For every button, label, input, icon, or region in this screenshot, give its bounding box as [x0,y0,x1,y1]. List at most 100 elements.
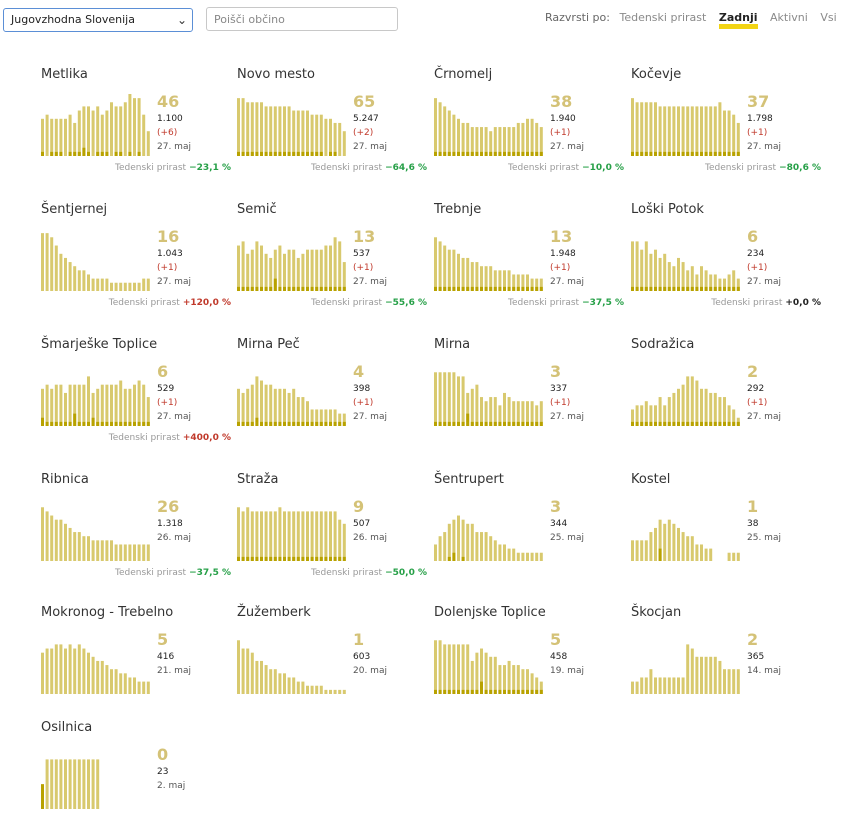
bar [324,511,328,561]
bar [718,278,722,291]
municipality-card[interactable]: Kočevje 37 1.798 (+1) 27. maj Tedenski priras… [631,67,821,192]
bar [539,552,543,561]
sort-option-active[interactable]: Aktivni [770,11,808,24]
bar [329,689,332,694]
last-update-date: 26. maj [157,533,191,543]
bar-new-cases [292,421,296,426]
bar [255,376,259,426]
bar [461,376,465,426]
sort-option-all[interactable]: Vsi [820,11,837,24]
municipality-card[interactable]: Šentrupert 3 344 25. maj [434,472,624,597]
bar [686,106,690,156]
weekly-growth-value: −64,6 % [385,163,427,173]
bar [649,405,653,426]
bar-new-cases [452,151,456,156]
municipality-card[interactable]: Osilnica 0 23 2. maj [41,720,231,824]
bar [105,110,109,156]
bar [264,384,268,426]
municipality-card[interactable]: Črnomelj 38 1.940 (+1) 27. maj Tedenski prira… [434,67,624,192]
bar [237,98,240,156]
bar [658,519,662,561]
bar-new-cases [59,151,63,156]
municipality-card[interactable]: Ribnica 26 1.318 26. maj Tedenski prirast −37… [41,472,231,597]
bar-new-cases [709,286,713,291]
bar [91,392,95,426]
bar [287,677,291,694]
sort-option-weekly-growth[interactable]: Tedenski prirast [619,11,707,24]
bar [667,677,671,694]
municipality-card[interactable]: Sodražica 2 292 (+1) 27. maj [631,337,821,462]
bar [695,380,699,426]
bar [41,507,44,561]
bar [45,511,49,561]
bar-new-cases [461,151,465,156]
total-cases: 1.100 [157,114,183,124]
bar-new-cases [649,151,653,156]
bar [434,98,437,156]
bar-new-cases [443,286,447,291]
bar [119,673,123,694]
municipality-card[interactable]: Škocjan 2 365 14. maj [631,605,821,730]
bar [658,106,662,156]
municipality-card[interactable]: Šentjernej 16 1.043 (+1) 27. maj Tedenski pri… [41,202,231,327]
total-cases: 292 [747,384,765,394]
daily-cases-sparkline [41,644,150,694]
municipality-card[interactable]: Mirna 3 337 (+1) 27. maj [434,337,624,462]
municipality-card[interactable]: Semič 13 537 (+1) 27. maj Tedenski prirast −55… [237,202,427,327]
bar [640,540,644,561]
municipality-card[interactable]: Mirna Peč 4 398 (+1) 27. maj [237,337,427,462]
municipality-card[interactable]: Straža 9 507 26. maj Tedenski prirast −50,0 % [237,472,427,597]
bar-new-cases [324,286,328,291]
bar-new-cases [452,286,456,291]
daily-delta: (+2) [353,128,374,138]
municipality-card[interactable]: Žužemberk 1 603 20. maj [237,605,427,730]
weekly-growth: Tedenski prirast −50,0 % [311,568,427,578]
bar [142,114,146,156]
bar [128,544,132,561]
bar-new-cases [475,151,479,156]
bar-new-cases [686,421,690,426]
bar [718,660,722,694]
municipality-search-input[interactable] [206,7,398,31]
bar [146,544,150,561]
bar [535,278,539,291]
bar [443,372,447,426]
weekly-growth-value: −55,6 % [385,298,427,308]
bar [649,532,653,561]
bar-new-cases [635,151,639,156]
region-select[interactable]: Jugovzhodna Slovenija ⌄ [3,8,193,32]
bar-new-cases [443,151,447,156]
municipality-card[interactable]: Dolenjske Toplice 5 458 19. maj [434,605,624,730]
daily-delta: (+1) [157,263,178,273]
bar-new-cases [241,556,245,561]
bar-new-cases [475,286,479,291]
bar-new-cases [269,556,273,561]
bar [663,405,667,426]
sort-options: Razvrsti po: Tedenski prirast Zadnji Akt… [545,11,841,29]
daily-cases-sparkline [434,237,543,291]
bar-new-cases [292,151,296,156]
bar [452,519,456,561]
bar [123,673,127,694]
bar [727,405,731,426]
bar [273,388,277,426]
bar [87,106,90,156]
municipality-card[interactable]: Šmarješke Toplice 6 529 (+1) 27. maj Tedenski… [41,337,231,462]
municipality-card[interactable]: Kostel 1 38 25. maj [631,472,821,597]
municipality-card[interactable]: Metlika 46 1.100 (+6) 27. maj Tedenski priras… [41,67,231,192]
bar-new-cases [512,286,516,291]
municipality-card[interactable]: Mokronog - Trebelno 5 416 21. maj [41,605,231,730]
total-cases: 23 [157,767,169,777]
bar [100,540,104,561]
municipality-card[interactable]: Trebnje 13 1.948 (+1) 27. maj Tedenski priras… [434,202,624,327]
bar-new-cases [663,421,667,426]
bar [246,648,250,694]
bar [128,282,132,291]
bar [539,681,543,694]
bar [457,118,460,156]
bar-new-cases [319,556,323,561]
municipality-card[interactable]: Novo mesto 65 5.247 (+2) 27. maj Tedenski pri… [237,67,427,192]
sort-option-latest[interactable]: Zadnji [718,12,758,29]
municipality-card[interactable]: Loški Potok 6 234 (+1) 27. maj Tedenski prira… [631,202,821,327]
bar [87,376,90,426]
